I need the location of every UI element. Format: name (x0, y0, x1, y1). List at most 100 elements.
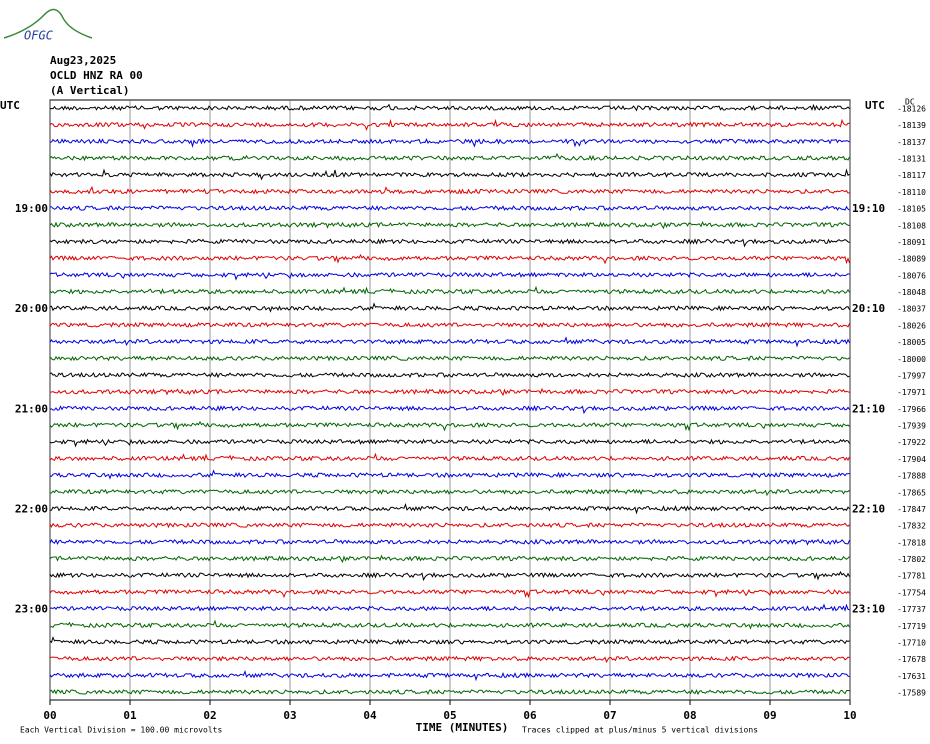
x-tick-label: 04 (363, 709, 377, 722)
hour-label: 20:10 (852, 302, 885, 315)
offset-label: -17802 (897, 555, 926, 564)
trace (49, 355, 850, 362)
trace (49, 185, 850, 195)
trace (49, 371, 850, 379)
offset-label: -18126 (897, 105, 926, 114)
trace (49, 636, 850, 646)
trace (49, 118, 850, 131)
trace (49, 204, 850, 212)
x-tick-label: 06 (523, 709, 537, 722)
hour-label: 23:10 (852, 603, 885, 616)
offset-label: -17888 (897, 472, 926, 481)
hour-label: 21:00 (15, 402, 48, 415)
x-tick-label: 07 (603, 709, 616, 722)
offset-label: -18089 (897, 255, 926, 264)
offset-label: -17971 (897, 388, 926, 397)
x-tick-label: 02 (203, 709, 216, 722)
trace (49, 452, 850, 462)
trace (49, 336, 850, 348)
hour-label: 22:00 (15, 502, 48, 515)
trace (49, 538, 850, 546)
x-tick-label: 09 (763, 709, 776, 722)
offset-label: -17710 (897, 638, 926, 647)
offset-title: DC (905, 98, 915, 107)
trace (49, 655, 850, 664)
offset-label: -18139 (897, 121, 926, 130)
offset-label: -18137 (897, 138, 926, 147)
trace (49, 503, 850, 515)
trace (49, 554, 850, 564)
offset-label: -18117 (897, 171, 926, 180)
trace (49, 603, 850, 612)
offset-label: -17922 (897, 438, 926, 447)
offset-label: -17832 (897, 522, 926, 531)
hour-label: 19:10 (852, 202, 885, 215)
trace (49, 688, 850, 696)
x-axis-title: TIME (MINUTES) (416, 721, 509, 734)
title: Aug23,2025 (50, 54, 116, 67)
logo-curve (3, 8, 93, 39)
trace (49, 588, 850, 599)
x-tick-label: 00 (43, 709, 56, 722)
x-tick-label: 08 (683, 709, 696, 722)
offset-label: -18110 (897, 188, 926, 197)
offset-label: -18108 (897, 221, 926, 230)
offset-label: -17781 (897, 572, 926, 581)
trace (49, 321, 850, 329)
trace (49, 238, 850, 248)
offset-label: -18037 (897, 305, 926, 314)
footnote: Each Vertical Division = 100.00 microvol… (20, 726, 222, 735)
left-axis-title: UTC (0, 99, 20, 112)
offset-label: -17737 (897, 605, 926, 614)
offset-label: -17939 (897, 422, 926, 431)
offset-label: -18076 (897, 271, 926, 280)
x-tick-label: 05 (443, 709, 456, 722)
trace (49, 522, 850, 529)
offset-label: -18105 (897, 205, 926, 214)
trace (49, 220, 850, 230)
trace (49, 285, 850, 295)
trace (49, 138, 850, 148)
trace (49, 619, 850, 630)
hour-label: 20:00 (15, 302, 48, 315)
offset-label: -18000 (897, 355, 926, 364)
x-tick-label: 03 (283, 709, 296, 722)
hour-label: 21:10 (852, 402, 885, 415)
trace (49, 153, 850, 162)
trace (49, 438, 850, 448)
right-axis-title: UTC (865, 99, 885, 112)
x-tick-label: 01 (123, 709, 137, 722)
offset-label: -17966 (897, 405, 926, 414)
offset-label: -17818 (897, 538, 926, 547)
trace (49, 302, 850, 313)
trace (49, 469, 850, 480)
offset-label: -18131 (897, 155, 926, 164)
offset-label: -18005 (897, 338, 926, 347)
offset-label: -17754 (897, 588, 926, 597)
hour-label: 19:00 (15, 202, 48, 215)
hour-label: 22:10 (852, 502, 885, 515)
offset-label: -17589 (897, 689, 926, 698)
offset-label: -17719 (897, 622, 926, 631)
trace (49, 405, 850, 415)
trace (49, 253, 850, 265)
trace (49, 570, 850, 582)
x-tick-label: 10 (843, 709, 856, 722)
trace (49, 271, 850, 281)
trace (49, 420, 850, 432)
trace (49, 168, 850, 181)
title: (A Vertical) (50, 84, 129, 97)
title: OCLD HNZ RA 00 (50, 69, 143, 82)
offset-label: -17847 (897, 505, 926, 514)
offset-label: -17678 (897, 655, 926, 664)
trace (49, 103, 850, 112)
trace (50, 387, 850, 397)
offset-label: -18048 (897, 288, 926, 297)
offset-label: -17997 (897, 371, 926, 380)
offset-label: -17904 (897, 455, 926, 464)
logo: OFGC (24, 29, 54, 43)
footnote: Traces clipped at plus/minus 5 vertical … (522, 726, 758, 735)
offset-label: -18026 (897, 321, 926, 330)
hour-label: 23:00 (15, 603, 48, 616)
